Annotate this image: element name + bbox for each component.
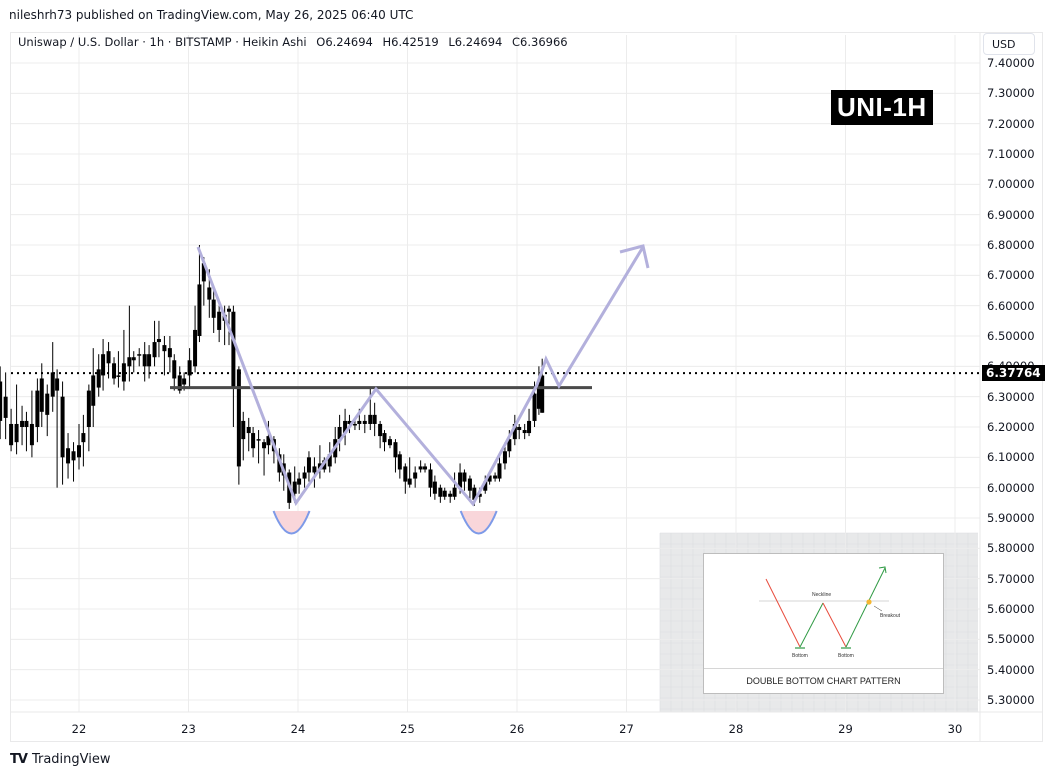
price-tick: 6.50000 [987, 329, 1035, 343]
price-tick: 6.90000 [987, 207, 1035, 222]
breakout-label: Breakout [880, 613, 901, 619]
time-tick: 27 [619, 722, 634, 736]
double-bottom-illustration: Neckline Breakout Bottom Bottom DOUBLE B… [703, 553, 944, 694]
price-tick: 5.60000 [987, 602, 1035, 616]
footer: TV TradingView [10, 752, 110, 767]
ohlc-low: L6.24694 [448, 35, 503, 49]
time-tick: 29 [838, 722, 853, 736]
symbol-legend: Uniswap / U.S. Dollar · 1h · BITSTAMP · … [18, 35, 574, 49]
price-tick: 5.80000 [987, 541, 1035, 556]
price-tick: 7.00000 [987, 177, 1035, 192]
bottom-label-1: Bottom [792, 653, 808, 659]
time-tick: 23 [181, 722, 196, 736]
pattern-diagram [759, 566, 889, 649]
price-tick: 5.30000 [987, 693, 1035, 707]
last-price-tag: 6.37764 [982, 365, 1045, 381]
ohlc-high: H6.42519 [382, 35, 439, 49]
time-tick: 25 [400, 722, 415, 736]
price-tick: 5.50000 [987, 632, 1035, 647]
bottom-label-2: Bottom [838, 653, 854, 659]
time-tick: 24 [290, 722, 306, 736]
price-tick: 6.70000 [987, 268, 1035, 283]
publish-info: nileshrh73 published on TradingView.com,… [9, 8, 414, 22]
tradingview-logo-icon[interactable]: TV [10, 752, 28, 767]
price-tick: 7.30000 [987, 86, 1035, 101]
symbol-badge: UNI-1H [831, 90, 933, 125]
pattern-caption: DOUBLE BOTTOM CHART PATTERN [704, 668, 943, 693]
price-tick: 5.90000 [987, 511, 1035, 525]
currency-button[interactable]: USD [983, 33, 1035, 55]
price-tick: 6.80000 [987, 238, 1035, 252]
time-tick: 26 [509, 722, 525, 736]
ohlc-open: O6.24694 [316, 35, 373, 49]
price-tick: 5.70000 [987, 571, 1035, 586]
footer-brand[interactable]: TradingView [31, 752, 111, 767]
time-tick: 22 [71, 722, 87, 736]
price-tick: 6.30000 [987, 389, 1035, 404]
symbol-name: Uniswap / U.S. Dollar · 1h · BITSTAMP · … [18, 35, 307, 49]
price-tick: 6.20000 [987, 420, 1035, 434]
time-tick: 30 [947, 722, 963, 736]
price-tick: 7.10000 [987, 147, 1035, 161]
ohlc-close: C6.36966 [512, 35, 568, 49]
price-tick: 5.40000 [987, 662, 1035, 677]
price-tick: 6.00000 [987, 480, 1035, 495]
price-tick: 6.60000 [987, 298, 1035, 313]
price-tick: 7.20000 [987, 116, 1035, 131]
neckline-label: Neckline [812, 592, 832, 598]
time-tick: 28 [728, 722, 744, 736]
price-tick: 7.40000 [987, 56, 1035, 70]
price-tick: 6.10000 [987, 450, 1035, 465]
